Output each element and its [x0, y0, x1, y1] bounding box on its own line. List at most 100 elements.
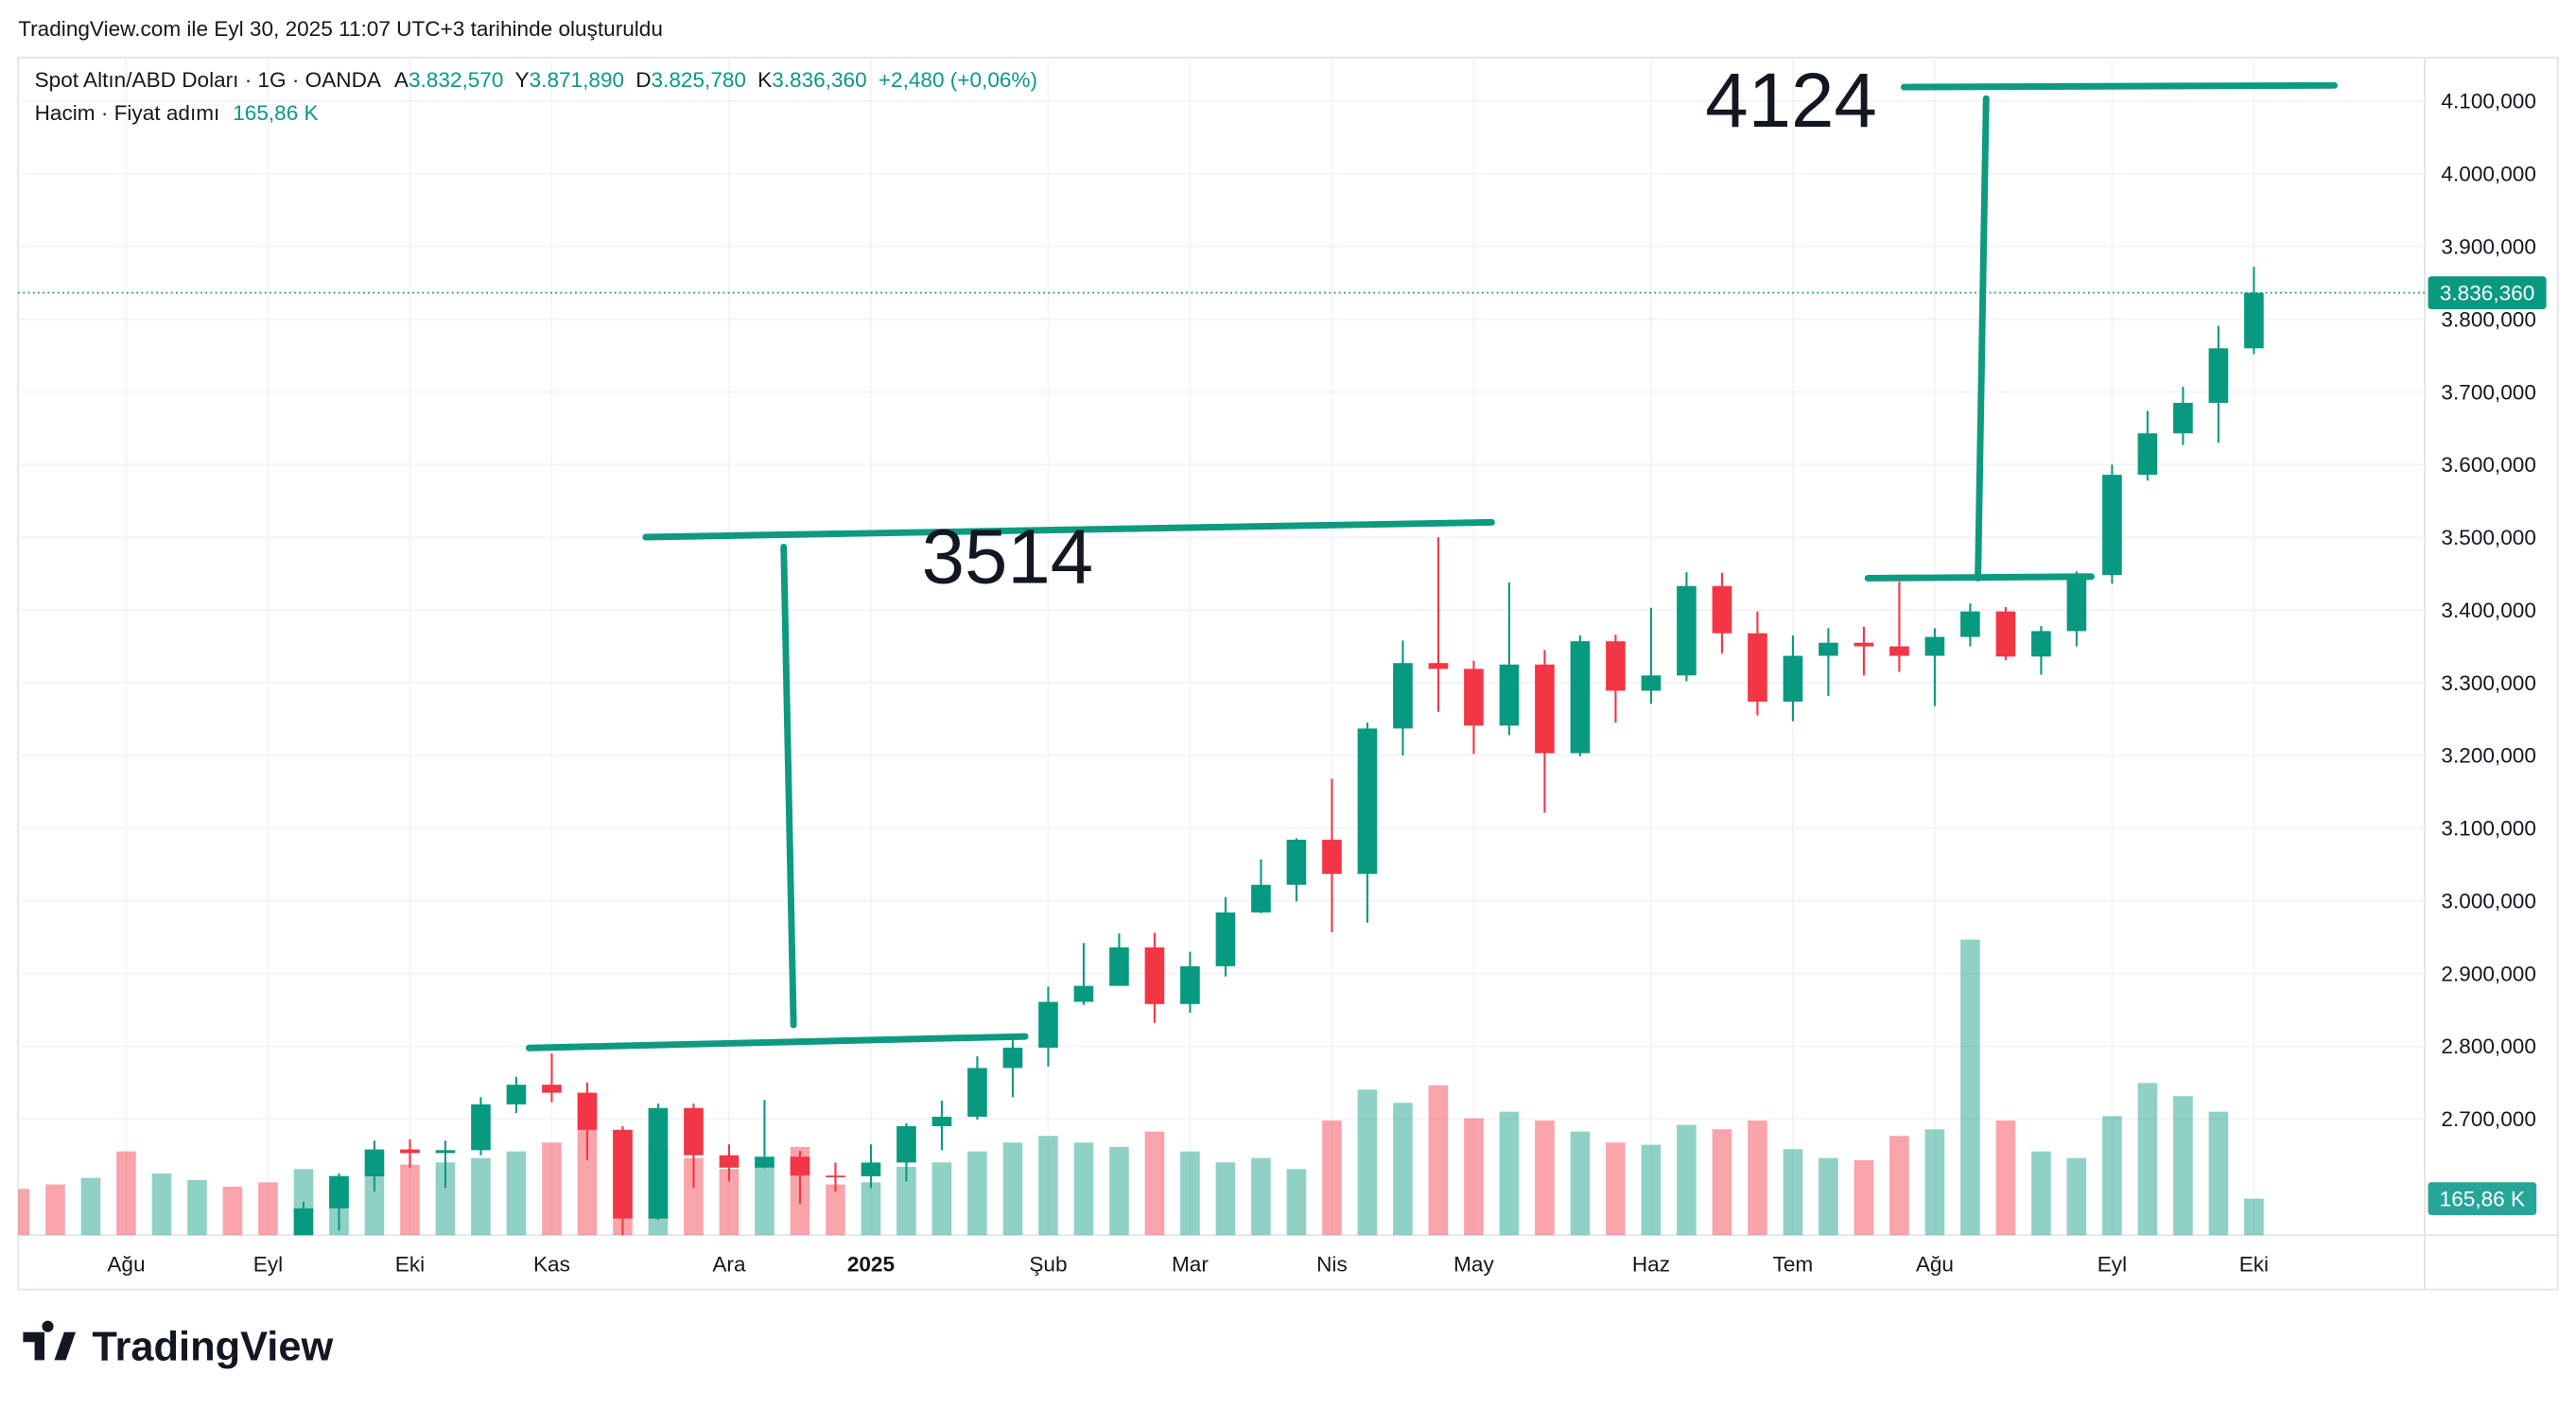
candle-body	[1748, 633, 1767, 702]
drawn-line	[1864, 573, 2095, 582]
volume-bar	[471, 1157, 491, 1236]
x-tick-label: Tem	[1773, 1253, 1814, 1277]
candle-body	[648, 1107, 669, 1219]
candle-body	[2137, 433, 2158, 476]
volume-bar	[2137, 1083, 2158, 1236]
candle-body	[1677, 585, 1697, 676]
candle-body	[1073, 985, 1094, 1002]
x-tick-label: 2025	[847, 1253, 895, 1277]
y-tick-label: 3.500,000	[2441, 526, 2535, 549]
candle-body	[1924, 636, 1945, 656]
drawings: 3514 4124	[525, 58, 2339, 1052]
volume-tag-label: 165,86 K	[2440, 1187, 2525, 1210]
y-tick-label: 3.800,000	[2441, 307, 2535, 331]
candle-body	[542, 1085, 562, 1093]
candle-body	[1854, 642, 1874, 647]
volume-bar	[187, 1179, 207, 1236]
candle-body	[364, 1149, 385, 1177]
volume-bar	[719, 1169, 740, 1236]
x-tick-label: Mar	[1172, 1253, 1209, 1277]
field-value: 3.836,360	[772, 68, 866, 92]
candle-body	[790, 1156, 810, 1176]
candle-body	[1286, 840, 1307, 885]
volume-bar	[1641, 1144, 1662, 1236]
candle-body	[684, 1107, 704, 1156]
candle-body	[1606, 641, 1626, 691]
y-tick-label: 4.100,000	[2441, 90, 2535, 113]
volume-bar	[931, 1162, 952, 1236]
volume-bar	[1286, 1169, 1307, 1236]
logo-icon	[23, 1320, 77, 1361]
y-tick-label: 3.600,000	[2441, 453, 2535, 477]
candle-body	[755, 1156, 775, 1168]
candle-body	[1960, 611, 1980, 637]
annotation: 4124	[1705, 58, 1877, 144]
candle-body	[1215, 912, 1236, 966]
volume-bar	[1748, 1120, 1767, 1236]
volume-bar	[151, 1173, 172, 1236]
volume-bar	[1251, 1157, 1271, 1236]
axis-labels: 2.700,000 2.800,000 2.900,000 3.000,000 3.10…	[107, 90, 2536, 1277]
y-tick-label: 2.700,000	[2441, 1107, 2535, 1131]
field-label: A	[394, 68, 409, 92]
volume-bar	[258, 1182, 278, 1236]
candle-body	[967, 1068, 987, 1117]
volume-bar	[1606, 1142, 1626, 1236]
drawn-line	[525, 1033, 1029, 1052]
volume-title: Hacim · Fiyat adımı	[35, 101, 220, 125]
y-tick-label: 3.900,000	[2441, 235, 2535, 259]
volume-bar	[1357, 1089, 1378, 1236]
caption: TradingView.com ile Eyl 30, 2025 11:07 U…	[18, 17, 663, 41]
volume-bar	[2031, 1151, 2051, 1236]
volume-bar	[1854, 1159, 1874, 1236]
candle-body	[2066, 575, 2087, 632]
volume-bar	[1464, 1118, 1484, 1236]
candle-body	[931, 1116, 952, 1126]
field-label: Y	[515, 68, 530, 92]
volume-bar	[80, 1177, 101, 1236]
volume-bar	[896, 1166, 916, 1236]
x-tick-label: Ağu	[107, 1253, 145, 1277]
candle-body	[1144, 947, 1165, 1004]
volume-bar	[2244, 1198, 2264, 1236]
volume-bar	[2208, 1111, 2229, 1236]
volume-value: 165,86 K	[233, 101, 318, 125]
candle-body	[1535, 664, 1555, 754]
candle-body	[2102, 475, 2122, 576]
volume-bar	[435, 1162, 456, 1236]
candle-body	[471, 1104, 491, 1151]
volume-bar	[1499, 1111, 1520, 1236]
volume-bar	[400, 1164, 420, 1236]
candle-body	[1180, 965, 1200, 1004]
candle-body	[1251, 884, 1271, 913]
candle-body	[1038, 1001, 1058, 1048]
x-tick-label: Haz	[1632, 1253, 1670, 1277]
y-tick-label: 3.000,000	[2441, 889, 2535, 913]
x-tick-label: Kas	[533, 1253, 570, 1277]
candle-body	[613, 1129, 633, 1219]
candle-body	[1464, 669, 1484, 726]
chart-frame	[17, 56, 2559, 1291]
candle-body	[1712, 585, 1732, 634]
y-tick-label: 2.900,000	[2441, 962, 2535, 985]
volume-bar	[1535, 1120, 1555, 1236]
field-label: K	[757, 68, 772, 92]
volume-layer	[18, 939, 2264, 1236]
volume-bar	[1712, 1129, 1732, 1236]
volume-bar	[1889, 1136, 1909, 1236]
volume-bar	[1995, 1120, 2016, 1236]
candle-body	[506, 1085, 527, 1104]
volume-bar	[1924, 1129, 1945, 1236]
candle-body	[435, 1150, 456, 1154]
y-tick-label: 4.000,000	[2441, 163, 2535, 186]
y-tick-label: 3.400,000	[2441, 599, 2535, 622]
candle-body	[1393, 663, 1413, 729]
candle-body	[2173, 402, 2193, 434]
volume-bar	[1819, 1157, 1838, 1236]
y-tick-label: 3.700,000	[2441, 380, 2535, 404]
volume-tag	[2428, 1182, 2537, 1215]
volume-bar	[2066, 1157, 2087, 1236]
price-tag-label: 3.836,360	[2440, 281, 2534, 304]
volume-bar	[45, 1184, 65, 1236]
